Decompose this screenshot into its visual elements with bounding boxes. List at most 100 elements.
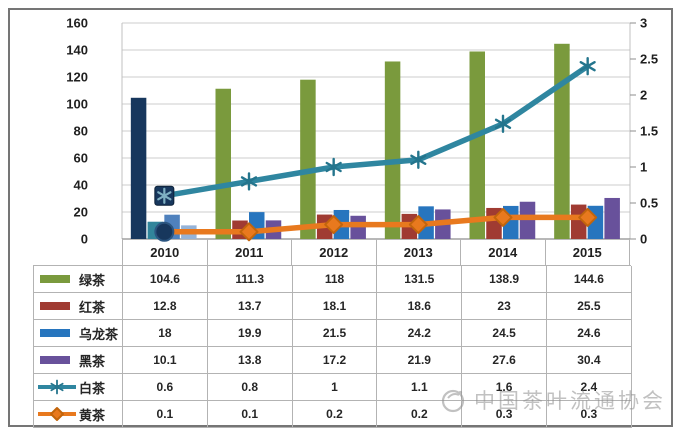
bar-黑茶 (350, 215, 366, 239)
left-axis-tick-label: 20 (74, 205, 88, 220)
right-axis-tick-label: 2 (640, 88, 647, 103)
value-cell-红茶: 18.6 (377, 293, 463, 320)
year-label: 2011 (208, 239, 292, 265)
legend-key-黑茶 (40, 356, 70, 364)
value-cell-黑茶: 30.4 (546, 347, 632, 374)
value-cell-白茶: 1.1 (377, 374, 463, 401)
value-cell-绿茶: 104.6 (123, 266, 208, 293)
legend-cell-红茶: 红茶 (34, 293, 123, 320)
legend-cell-乌龙茶: 乌龙茶 (34, 320, 123, 347)
legend-cell-黑茶: 黑茶 (34, 347, 123, 374)
value-cell-白茶: 2.4 (546, 374, 632, 401)
value-cell-红茶: 18.1 (292, 293, 378, 320)
year-label: 2015 (546, 239, 630, 265)
value-cell-黑茶: 10.1 (123, 347, 208, 374)
value-cell-绿茶: 138.9 (462, 266, 547, 293)
legend-cell-绿茶: 绿茶 (34, 266, 123, 293)
right-axis-tick-label: 1.5 (640, 124, 658, 139)
year-label: 2013 (377, 239, 461, 265)
bar-绿茶 (215, 88, 231, 240)
legend-diamond-marker (50, 407, 64, 421)
left-axis-tick-label: 60 (74, 151, 88, 166)
value-cell-黑茶: 21.9 (377, 347, 463, 374)
data-table: 绿茶 104.6 111.3 118 131.5 138.9 144.6 红茶 12.8 13.7… (33, 265, 632, 428)
value-cell-黄茶: 0.3 (462, 401, 547, 428)
marker-黄茶 (408, 215, 428, 235)
value-cell-黄茶: 0.1 (123, 401, 208, 428)
legend-key-乌龙茶 (40, 329, 70, 337)
value-cell-黄茶: 0.3 (546, 401, 632, 428)
left-axis-tick-label: 100 (66, 97, 88, 112)
value-cell-红茶: 23 (462, 293, 547, 320)
legend-asterisk-marker (50, 379, 64, 395)
bar-黑茶 (604, 197, 620, 239)
value-cell-白茶: 1.6 (462, 374, 547, 401)
bar-黑茶 (519, 201, 536, 239)
right-axis-tick-label: 0.5 (640, 196, 658, 211)
legend-bar-swatch (40, 275, 70, 283)
value-cell-黑茶: 13.8 (207, 347, 293, 374)
year-label: 2012 (292, 239, 377, 265)
marker-黄茶 (239, 222, 259, 242)
series-label: 乌龙茶 (79, 326, 119, 342)
series-label: 红茶 (79, 299, 106, 315)
left-axis-tick-label: 0 (81, 232, 88, 247)
value-cell-绿茶: 144.6 (546, 266, 632, 293)
value-cell-红茶: 13.7 (207, 293, 293, 320)
legend-key-绿茶 (40, 275, 70, 283)
line-白茶 (161, 63, 591, 199)
marker-白茶 (494, 114, 512, 134)
left-axis-tick-label: 140 (66, 43, 88, 58)
bar-绿茶 (130, 97, 147, 239)
legend-bar-swatch (40, 302, 70, 310)
year-label: 2010 (123, 239, 208, 265)
value-cell-黑茶: 17.2 (292, 347, 378, 374)
value-cell-红茶: 25.5 (546, 293, 632, 320)
legend-cell-黄茶: 黄茶 (34, 401, 123, 428)
marker-黄茶 (578, 207, 598, 227)
legend-bar-swatch (40, 356, 70, 364)
legend-key-红茶 (40, 302, 70, 310)
value-cell-红茶: 12.8 (123, 293, 208, 320)
marker-黄茶 (324, 215, 344, 235)
value-cell-绿茶: 131.5 (377, 266, 463, 293)
bar-绿茶 (300, 79, 316, 239)
bar-绿茶 (554, 43, 570, 239)
marker-黄茶 (493, 207, 513, 227)
left-axis-tick-label: 120 (66, 70, 88, 85)
right-axis-tick-label: 0 (640, 232, 647, 247)
line-黄茶 (161, 214, 591, 235)
right-axis-tick-label: 2.5 (640, 52, 658, 67)
right-axis-tick-label: 1 (640, 160, 647, 175)
right-axis-tick-label: 3 (640, 16, 647, 31)
marker-白茶 (157, 187, 172, 204)
value-cell-黑茶: 27.6 (462, 347, 547, 374)
year-label: 2014 (461, 239, 546, 265)
marker-白茶 (240, 172, 258, 191)
value-cell-黄茶: 0.2 (292, 401, 378, 428)
value-cell-白茶: 1 (292, 374, 378, 401)
value-cell-黄茶: 0.2 (377, 401, 463, 428)
value-cell-白茶: 0.8 (207, 374, 293, 401)
value-cell-乌龙茶: 24.6 (546, 320, 632, 347)
legend-key-白茶 (38, 379, 76, 395)
category-axis-row: 2010 2011 2012 2013 2014 2015 (122, 239, 630, 265)
value-cell-白茶: 0.6 (123, 374, 208, 401)
legend-key-黄茶 (38, 407, 76, 421)
value-cell-乌龙茶: 24.5 (462, 320, 547, 347)
left-axis-tick-label: 160 (66, 16, 88, 31)
bar-绿茶 (469, 51, 485, 239)
legend-cell-白茶: 白茶 (34, 374, 123, 401)
value-cell-黄茶: 0.1 (207, 401, 293, 428)
value-cell-乌龙茶: 18 (123, 320, 208, 347)
legend-bar-swatch (40, 329, 70, 337)
marker-白茶 (579, 57, 596, 76)
marker-白茶 (325, 157, 342, 177)
bar-绿茶 (384, 61, 401, 239)
value-cell-绿茶: 118 (292, 266, 378, 293)
series-label: 黄茶 (79, 407, 106, 423)
marker-白茶 (410, 150, 427, 170)
left-axis-tick-label: 40 (74, 178, 88, 193)
left-axis-tick-label: 80 (74, 124, 88, 139)
